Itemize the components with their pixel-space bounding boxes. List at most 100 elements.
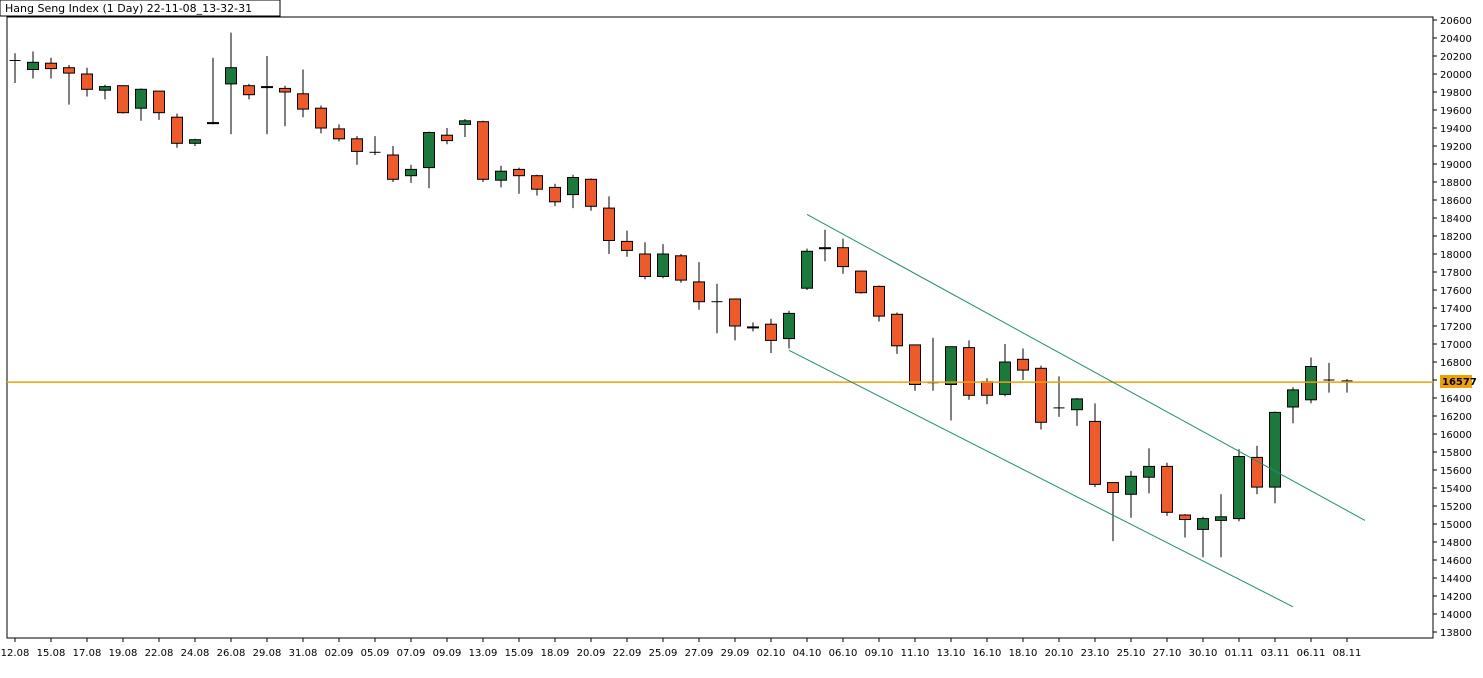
candle (945, 346, 957, 421)
y-tick-label: 17800 (1440, 268, 1472, 279)
channel-lower-line (788, 349, 1294, 608)
candle (1287, 387, 1299, 424)
candle (549, 183, 561, 207)
candle-body (207, 122, 219, 125)
title-box (0, 0, 281, 17)
candle-body (1287, 389, 1299, 408)
candle (1233, 449, 1245, 522)
x-tick-label: 29.08 (253, 648, 282, 659)
candle-body (279, 87, 291, 93)
y-tick-label: 19400 (1440, 124, 1472, 135)
x-tick-label: 24.08 (181, 648, 210, 659)
candle (279, 85, 291, 127)
candle-body (675, 255, 687, 281)
candle-body (333, 128, 345, 140)
candle-body (423, 132, 435, 169)
candle-body (531, 175, 543, 190)
x-tick-label: 18.10 (1009, 648, 1038, 659)
candle (153, 90, 165, 120)
candle (531, 174, 543, 196)
candle (765, 318, 777, 353)
candle-body (1179, 514, 1191, 520)
channel-upper-line (806, 213, 1366, 521)
candle (567, 174, 579, 209)
candle (999, 344, 1011, 397)
y-tick-label: 14600 (1440, 556, 1472, 567)
y-tick-label: 18800 (1440, 178, 1472, 189)
candle-body (963, 347, 975, 396)
candle (27, 51, 39, 79)
candle-body (1197, 518, 1209, 530)
candle (711, 283, 723, 334)
candle (675, 254, 687, 283)
x-tick-label: 27.10 (1153, 648, 1182, 659)
candle-body (117, 85, 129, 114)
x-tick-label: 09.09 (433, 648, 462, 659)
y-tick-label: 14200 (1440, 592, 1472, 603)
candle-body (819, 247, 831, 250)
x-tick-label: 13.10 (937, 648, 966, 659)
candle-body (63, 67, 75, 74)
candle (1035, 365, 1047, 430)
candle-body (999, 361, 1011, 395)
y-tick-label: 20000 (1440, 70, 1472, 81)
candle-body (387, 154, 399, 180)
candle-body (1269, 411, 1281, 488)
plot-area (6, 16, 1434, 639)
x-tick-label: 31.08 (289, 648, 318, 659)
y-tick-label: 13800 (1440, 628, 1472, 639)
candle (189, 138, 201, 146)
candle (351, 136, 363, 165)
candle (1107, 482, 1119, 542)
candle-body (1107, 482, 1119, 494)
candle (1017, 348, 1029, 380)
candle (819, 229, 831, 262)
candle (333, 124, 345, 142)
candle (693, 262, 705, 310)
candle (1215, 494, 1227, 558)
candle (477, 120, 489, 182)
candle (441, 128, 453, 145)
last-price-label: 16577 (1442, 377, 1477, 388)
candle (387, 146, 399, 182)
candle (297, 69, 309, 118)
x-tick-label: 17.08 (73, 648, 102, 659)
candle-body (909, 344, 921, 385)
y-tick-label: 20200 (1440, 52, 1472, 63)
x-tick-label: 22.09 (613, 648, 642, 659)
x-tick-label: 12.08 (1, 648, 30, 659)
candle-body (1035, 367, 1047, 423)
candle-body (729, 298, 741, 327)
candle (873, 285, 885, 322)
y-tick-label: 19600 (1440, 106, 1472, 117)
x-tick-label: 09.10 (865, 648, 894, 659)
y-tick-label: 16000 (1440, 430, 1472, 441)
candle (891, 312, 903, 354)
y-tick-label: 17400 (1440, 304, 1472, 315)
x-tick-label: 15.09 (505, 648, 534, 659)
candle-body (873, 285, 885, 317)
candle-body (243, 85, 255, 96)
candle-body (765, 323, 777, 341)
y-tick-label: 19800 (1440, 88, 1472, 99)
candle (495, 165, 507, 188)
candle (1179, 514, 1191, 538)
candle (225, 32, 237, 135)
x-tick-label: 20.10 (1045, 648, 1074, 659)
y-tick-label: 18000 (1440, 250, 1472, 261)
x-tick-label: 25.10 (1117, 648, 1146, 659)
y-tick-label: 15800 (1440, 448, 1472, 459)
candle (369, 136, 381, 155)
candle (963, 340, 975, 400)
y-tick-label: 15400 (1440, 484, 1472, 495)
candle-body (1089, 420, 1101, 485)
candle-body (171, 116, 183, 144)
last-price-marker: 16577 (1440, 375, 1477, 388)
x-tick-label: 20.09 (577, 648, 606, 659)
y-tick-label: 17600 (1440, 286, 1472, 297)
candle-body (27, 61, 39, 70)
candle-body (153, 90, 165, 114)
y-tick-label: 18200 (1440, 232, 1472, 243)
y-axis: 13800 14000 14200 14400 14600 14800 15000 15200… (1433, 16, 1472, 639)
